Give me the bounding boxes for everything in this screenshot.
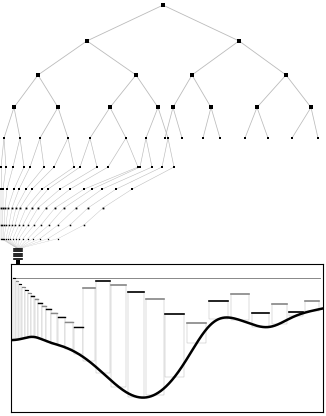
- Bar: [111, 285, 126, 387]
- Bar: [165, 314, 185, 376]
- Bar: [209, 301, 228, 319]
- Bar: [65, 322, 73, 349]
- Bar: [187, 323, 206, 343]
- Bar: [31, 296, 34, 337]
- Bar: [52, 313, 57, 344]
- Bar: [28, 293, 31, 337]
- Bar: [12, 278, 15, 340]
- Bar: [25, 290, 28, 338]
- Bar: [22, 287, 24, 338]
- Bar: [16, 281, 18, 339]
- Bar: [96, 281, 110, 374]
- Bar: [19, 284, 22, 339]
- Bar: [128, 292, 144, 396]
- Bar: [231, 294, 249, 320]
- Bar: [272, 304, 287, 324]
- Bar: [252, 313, 269, 327]
- Bar: [38, 303, 42, 339]
- Bar: [42, 306, 46, 340]
- Bar: [83, 288, 96, 362]
- Bar: [305, 301, 319, 311]
- Bar: [146, 299, 164, 395]
- Bar: [35, 300, 38, 337]
- Bar: [74, 327, 83, 354]
- Bar: [289, 312, 303, 316]
- Bar: [46, 309, 51, 342]
- Bar: [58, 317, 65, 346]
